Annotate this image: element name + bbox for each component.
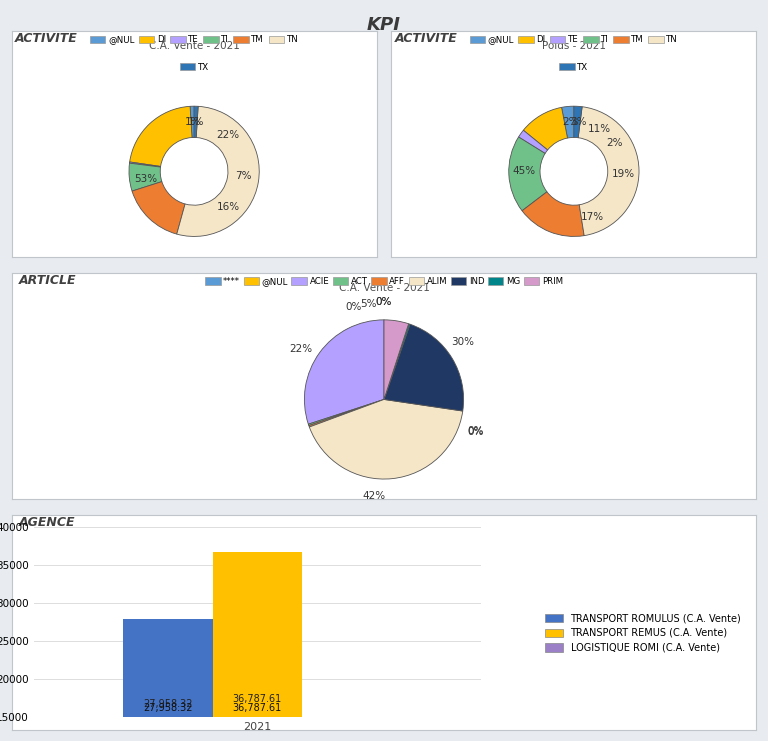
Text: AGENCE: AGENCE xyxy=(19,516,75,528)
Text: ACTIVITE: ACTIVITE xyxy=(15,33,78,45)
Text: ARTICLE: ARTICLE xyxy=(19,274,77,287)
Text: KPI: KPI xyxy=(367,16,401,34)
Legend: TRANSPORT ROMULUS (C.A. Vente), TRANSPORT REMUS (C.A. Vente), LOGISTIQUE ROMI (C: TRANSPORT ROMULUS (C.A. Vente), TRANSPOR… xyxy=(542,610,744,656)
Text: C.A. Vente - 2021: C.A. Vente - 2021 xyxy=(149,41,240,51)
Legend: ****, @NUL, ACIE, ACT, AFF, ALIM, IND, MG, PRIM: ****, @NUL, ACIE, ACT, AFF, ALIM, IND, M… xyxy=(205,277,563,286)
Text: ACTIVITE: ACTIVITE xyxy=(395,33,458,45)
Legend: TX: TX xyxy=(559,62,588,72)
Legend: TX: TX xyxy=(180,62,209,72)
Text: Poids - 2021: Poids - 2021 xyxy=(542,41,606,51)
Text: C.A. Vente - 2021: C.A. Vente - 2021 xyxy=(339,282,429,293)
